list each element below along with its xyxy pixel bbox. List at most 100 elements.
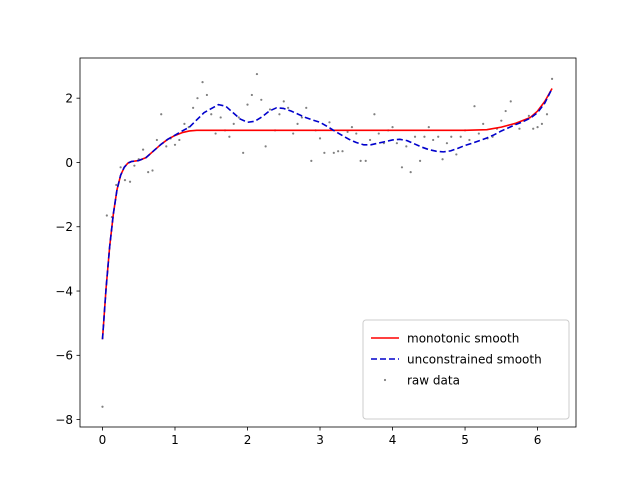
raw-data-point xyxy=(364,159,367,162)
unconstrained-smooth-line xyxy=(101,88,553,340)
raw-data-point xyxy=(346,130,349,134)
raw-data-point xyxy=(445,142,449,145)
y-tick-label: 0 xyxy=(65,156,73,170)
raw-data-point xyxy=(432,138,435,142)
raw-data-point xyxy=(441,158,444,161)
raw-data-point xyxy=(413,135,417,138)
raw-data-point xyxy=(468,138,471,142)
raw-data-point xyxy=(246,103,249,106)
x-tick-label: 5 xyxy=(461,433,469,447)
raw-data-point xyxy=(337,150,340,153)
raw-data-point xyxy=(355,132,358,135)
raw-data-point xyxy=(509,100,512,103)
raw-data-point xyxy=(473,105,476,108)
raw-data-point xyxy=(328,121,331,124)
raw-data-point xyxy=(192,106,195,109)
raw-data-point xyxy=(123,179,127,182)
raw-data-point xyxy=(173,143,177,146)
raw-data-point xyxy=(450,135,453,138)
y-tick-label: 2 xyxy=(65,91,73,105)
raw-data-point xyxy=(423,135,426,138)
raw-data-point xyxy=(237,116,240,119)
raw-data-point xyxy=(201,81,204,84)
raw-data-point xyxy=(232,122,235,125)
raw-data-point xyxy=(128,180,132,183)
raw-data-point xyxy=(332,151,335,154)
raw-data-point xyxy=(255,72,259,76)
raw-data-point xyxy=(400,166,404,169)
raw-data-point xyxy=(205,93,208,97)
raw-data-point xyxy=(536,126,539,129)
legend: monotonic smooth unconstrained smooth raw … xyxy=(362,319,570,420)
raw-data-point xyxy=(504,109,507,113)
raw-data-point xyxy=(318,137,322,140)
raw-data-point xyxy=(119,166,122,169)
raw-data-point xyxy=(455,153,458,156)
raw-data-point xyxy=(305,106,308,109)
raw-data-point xyxy=(482,122,485,125)
raw-data-point xyxy=(527,114,530,117)
raw-data-point xyxy=(395,142,398,145)
x-tick-label: 3 xyxy=(316,433,324,447)
raw-data-point xyxy=(341,150,344,153)
raw-data-point xyxy=(101,405,104,408)
raw-data-point xyxy=(250,93,253,97)
raw-data-point xyxy=(405,145,408,148)
x-tick-label: 1 xyxy=(171,433,179,447)
legend-box xyxy=(362,319,570,420)
raw-data-point xyxy=(359,159,362,162)
legend-label: monotonic smooth xyxy=(407,331,519,345)
x-tick-label: 4 xyxy=(389,433,397,447)
legend-swatch xyxy=(383,378,387,382)
raw-data-point xyxy=(310,159,313,162)
legend-label: raw data xyxy=(407,373,460,387)
raw-data-point xyxy=(268,108,272,111)
raw-data-point xyxy=(518,127,521,130)
raw-data-point xyxy=(437,135,440,138)
raw-data-point xyxy=(391,126,394,129)
raw-data-point xyxy=(545,113,549,116)
y-tick-label: −4 xyxy=(55,284,73,298)
raw-data-point xyxy=(115,183,118,187)
raw-data-point xyxy=(151,169,154,172)
raw-data-point xyxy=(196,97,199,100)
raw-data-point xyxy=(368,138,372,142)
plot-area xyxy=(101,72,554,408)
raw-data-point xyxy=(219,116,222,119)
raw-data-point xyxy=(300,116,303,119)
raw-data-point xyxy=(377,132,380,135)
x-tick-label: 6 xyxy=(534,433,542,447)
raw-data-point xyxy=(477,132,480,135)
raw-data-point xyxy=(350,126,354,129)
raw-data-point xyxy=(532,127,535,130)
axes: 0 1 2 3 4 5 6 −8 −6 −4 −2 0 2 xyxy=(55,57,577,447)
raw-data-point xyxy=(459,135,462,138)
axes-frame xyxy=(79,57,577,428)
raw-data-point xyxy=(418,159,422,162)
raw-data-point xyxy=(427,126,430,129)
raw-data-point xyxy=(228,135,231,138)
raw-data-point xyxy=(178,138,181,142)
raw-data-point xyxy=(105,214,108,217)
raw-data-point xyxy=(183,122,186,125)
y-tick-label: −6 xyxy=(55,349,73,363)
raw-data-point xyxy=(141,148,145,151)
raw-data-point xyxy=(540,122,544,125)
raw-data-point xyxy=(292,132,295,135)
raw-data-point xyxy=(242,151,245,154)
x-tick-label: 0 xyxy=(99,433,107,447)
raw-data-point xyxy=(160,113,163,116)
y-tick-label: −2 xyxy=(55,220,73,234)
raw-data-point xyxy=(296,122,299,125)
raw-data-point xyxy=(264,145,267,148)
raw-data-point xyxy=(210,113,213,116)
raw-data-point xyxy=(323,151,326,154)
raw-data-point xyxy=(282,100,285,103)
x-tick-label: 2 xyxy=(244,433,252,447)
raw-data-point xyxy=(287,106,290,109)
y-tick-label: −8 xyxy=(55,413,73,427)
raw-data-point xyxy=(373,113,376,116)
raw-data-point xyxy=(147,171,150,174)
raw-data-point xyxy=(278,113,281,116)
